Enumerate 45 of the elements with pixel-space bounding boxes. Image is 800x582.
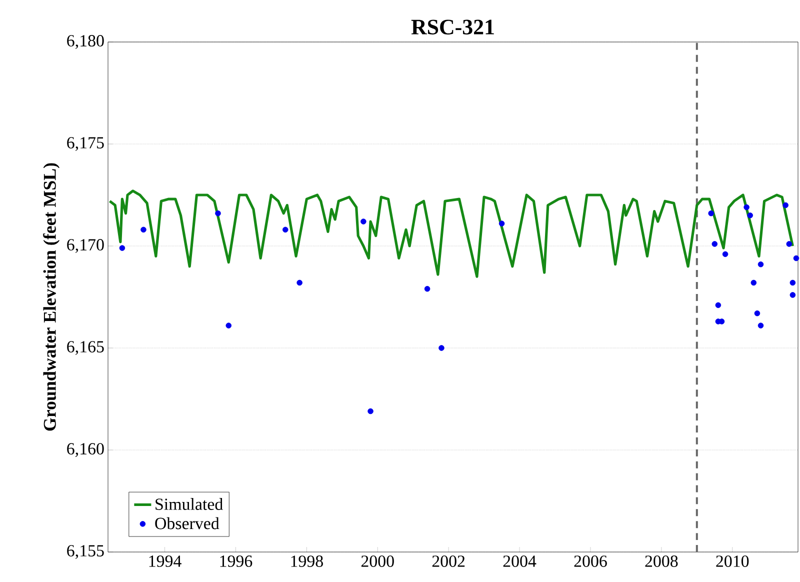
legend-label: Simulated xyxy=(156,498,223,510)
x-tick-label: 2010 xyxy=(716,556,749,567)
y-axis-title: Groundwater Elevation (feet MSL) xyxy=(43,163,60,431)
x-tick-label: 2000 xyxy=(361,556,394,567)
y-tick-label: 6,180 xyxy=(67,35,104,49)
x-tick-label: 2008 xyxy=(645,556,678,567)
point xyxy=(712,241,718,247)
point xyxy=(744,204,750,210)
point xyxy=(715,302,722,308)
point xyxy=(793,255,800,262)
point xyxy=(722,251,728,258)
point xyxy=(140,226,146,233)
x-tick-label: 1998 xyxy=(291,556,323,567)
point xyxy=(360,218,366,224)
point xyxy=(498,220,505,226)
point xyxy=(782,202,788,208)
x-tick-label: 2006 xyxy=(574,556,607,567)
y-tick-label: 6,165 xyxy=(67,341,104,355)
y-tick-label: 6,175 xyxy=(67,137,104,151)
x-tick-label: 1996 xyxy=(220,556,252,567)
x-tick-label: 2004 xyxy=(503,556,536,567)
y-tick-label: 6,160 xyxy=(67,443,104,457)
point xyxy=(786,241,792,247)
x-tick-label: 2002 xyxy=(432,556,465,567)
point xyxy=(296,280,302,286)
point xyxy=(424,286,430,292)
point xyxy=(226,322,232,328)
point xyxy=(368,408,374,414)
x-tick-label: 1994 xyxy=(149,556,182,567)
point xyxy=(708,210,714,216)
y-tick-label: 6,155 xyxy=(67,545,104,559)
chart-title: RSC-321 xyxy=(411,20,494,34)
point xyxy=(790,280,796,286)
point xyxy=(215,210,221,216)
point xyxy=(758,261,764,268)
y-tick-label: 6,170 xyxy=(67,239,104,253)
point xyxy=(758,322,764,328)
point xyxy=(438,345,444,351)
point xyxy=(119,245,126,251)
point xyxy=(790,292,796,298)
point xyxy=(282,226,288,233)
point xyxy=(750,280,757,286)
legend-label: Observed xyxy=(155,517,220,530)
point xyxy=(754,310,760,316)
point xyxy=(747,212,754,218)
